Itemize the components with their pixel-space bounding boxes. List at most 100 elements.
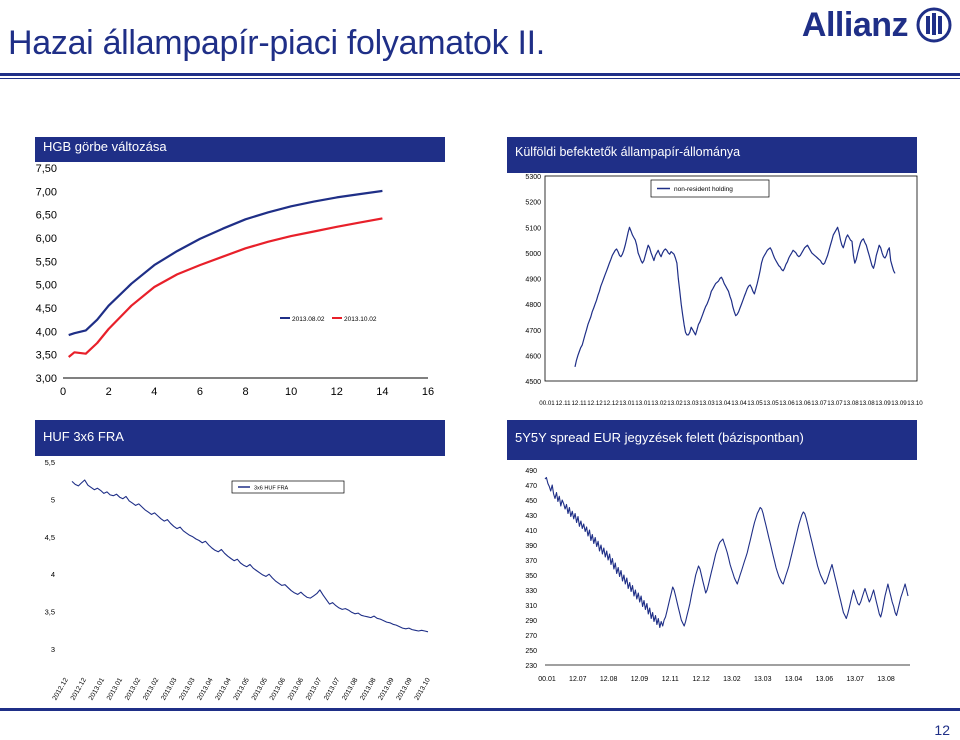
legend-box — [231, 480, 345, 494]
y-tick-label: 3,00 — [36, 373, 57, 385]
y-tick-label: 3 — [51, 645, 55, 654]
x-tick-label: 00.01 — [538, 676, 556, 683]
y-tick-label: 4700 — [525, 328, 541, 335]
y-tick-label: 430 — [525, 513, 537, 520]
legend-label: 2013.08.02 — [292, 316, 325, 323]
x-tick-label: 13.09 — [891, 400, 907, 407]
x-tick-label: 13.04 — [785, 676, 803, 683]
x-tick-label: 16 — [422, 386, 434, 398]
x-tick-label: 8 — [242, 386, 248, 398]
y-tick-label: 6,00 — [36, 233, 57, 245]
legend-label: 2013.10.02 — [344, 316, 377, 323]
y-tick-label: 3,5 — [45, 608, 55, 617]
y-tick-label: 5300 — [525, 174, 541, 181]
chart-header-hgb: HGB görbe változása — [35, 137, 445, 162]
x-tick-label: 13.08 — [877, 676, 895, 683]
chart-title: Külföldi befektetők állampapír-állománya — [515, 145, 741, 159]
chart-title: HGB görbe változása — [43, 139, 167, 154]
y-tick-label: 4,00 — [36, 326, 57, 338]
plot-frame — [544, 175, 918, 382]
y-tick-label: 390 — [525, 543, 537, 550]
x-tick-label: 12.12 — [692, 676, 710, 683]
allianz-logo: Allianz — [802, 6, 952, 44]
y-tick-label: 310 — [525, 603, 537, 610]
x-tick-label: 13.07 — [827, 400, 843, 407]
x-tick-label: 13.07 — [811, 400, 827, 407]
x-tick-label: 13.06 — [795, 400, 811, 407]
y-tick-label: 470 — [525, 483, 537, 490]
series-line — [71, 479, 429, 633]
x-tick-label: 12.12 — [587, 400, 603, 407]
x-tick-label: 14 — [376, 386, 388, 398]
y-tick-label: 4900 — [525, 277, 541, 284]
legend-label: 3x6 HUF FRA — [254, 486, 289, 492]
logo-text: Allianz — [801, 5, 909, 44]
page-title: Hazai állampapír-piaci folyamatok II. — [8, 24, 545, 62]
x-tick-label: 13.04 — [715, 400, 731, 407]
y-tick-label: 5,50 — [36, 256, 57, 268]
x-tick-label: 13.02 — [723, 676, 741, 683]
x-tick-label: 12.08 — [600, 676, 618, 683]
x-tick-label: 00.01 — [539, 400, 555, 407]
y-tick-label: 410 — [525, 528, 537, 535]
y-tick-label: 330 — [525, 588, 537, 595]
x-tick-label: 13.01 — [619, 400, 635, 407]
x-tick-label: 12.11 — [571, 400, 587, 407]
chart-title: HUF 3x6 FRA — [43, 429, 124, 444]
series-line — [574, 226, 896, 368]
y-tick-label: 230 — [525, 663, 537, 670]
x-tick-label: 12.12 — [603, 400, 619, 407]
y-tick-label: 490 — [525, 468, 537, 475]
x-tick-label: 13.06 — [779, 400, 795, 407]
x-tick-label: 12.11 — [555, 400, 571, 407]
y-tick-label: 6,50 — [36, 210, 57, 222]
allianz-eagle-icon — [916, 7, 952, 43]
y-tick-label: 370 — [525, 558, 537, 565]
x-tick-label: 13.03 — [754, 676, 772, 683]
y-tick-label: 290 — [525, 618, 537, 625]
chart-header-nonres: Külföldi befektetők állampapír-állománya — [507, 137, 917, 173]
x-tick-label: 13.09 — [875, 400, 891, 407]
y-tick-label: 4800 — [525, 302, 541, 309]
y-tick-label: 250 — [525, 648, 537, 655]
x-tick-label: 13.03 — [699, 400, 715, 407]
chart-header-fra: HUF 3x6 FRA — [35, 420, 445, 456]
y-tick-label: 7,50 — [36, 163, 57, 175]
x-tick-label: 12.07 — [569, 676, 587, 683]
x-tick-label: 6 — [197, 386, 203, 398]
legend-box — [650, 179, 770, 198]
x-tick-label: 13.05 — [763, 400, 779, 407]
y-tick-label: 450 — [525, 498, 537, 505]
x-tick-label: 13.10 — [907, 400, 923, 407]
y-tick-label: 5000 — [525, 251, 541, 258]
x-tick-label: 13.04 — [731, 400, 747, 407]
page-number: 12 — [934, 722, 950, 738]
x-tick-label: 13.08 — [859, 400, 875, 407]
x-tick-label: 13.08 — [843, 400, 859, 407]
series-line — [68, 217, 383, 358]
x-tick-label: 13.02 — [667, 400, 683, 407]
chart-title: 5Y5Y spread EUR jegyzések felett (bázisp… — [515, 430, 804, 445]
x-tick-label: 0 — [60, 386, 66, 398]
y-tick-label: 350 — [525, 573, 537, 580]
series-line — [544, 476, 909, 629]
y-tick-label: 5,5 — [45, 458, 55, 467]
y-tick-label: 5 — [51, 495, 55, 504]
x-tick-label: 4 — [151, 386, 157, 398]
x-tick-label: 13.03 — [683, 400, 699, 407]
series-line — [68, 189, 383, 337]
y-tick-label: 4,5 — [45, 533, 55, 542]
x-tick-label: 13.05 — [747, 400, 763, 407]
header-rule-thin — [0, 78, 960, 79]
x-tick-label: 10 — [285, 386, 297, 398]
y-tick-label: 4600 — [525, 353, 541, 360]
x-tick-label: 13.01 — [635, 400, 651, 407]
y-tick-label: 4500 — [525, 379, 541, 386]
x-tick-label: 12.11 — [662, 676, 679, 683]
y-tick-label: 4 — [51, 570, 55, 579]
y-tick-label: 3,50 — [36, 350, 57, 362]
y-tick-label: 5100 — [525, 225, 541, 232]
y-tick-label: 4,50 — [36, 303, 57, 315]
